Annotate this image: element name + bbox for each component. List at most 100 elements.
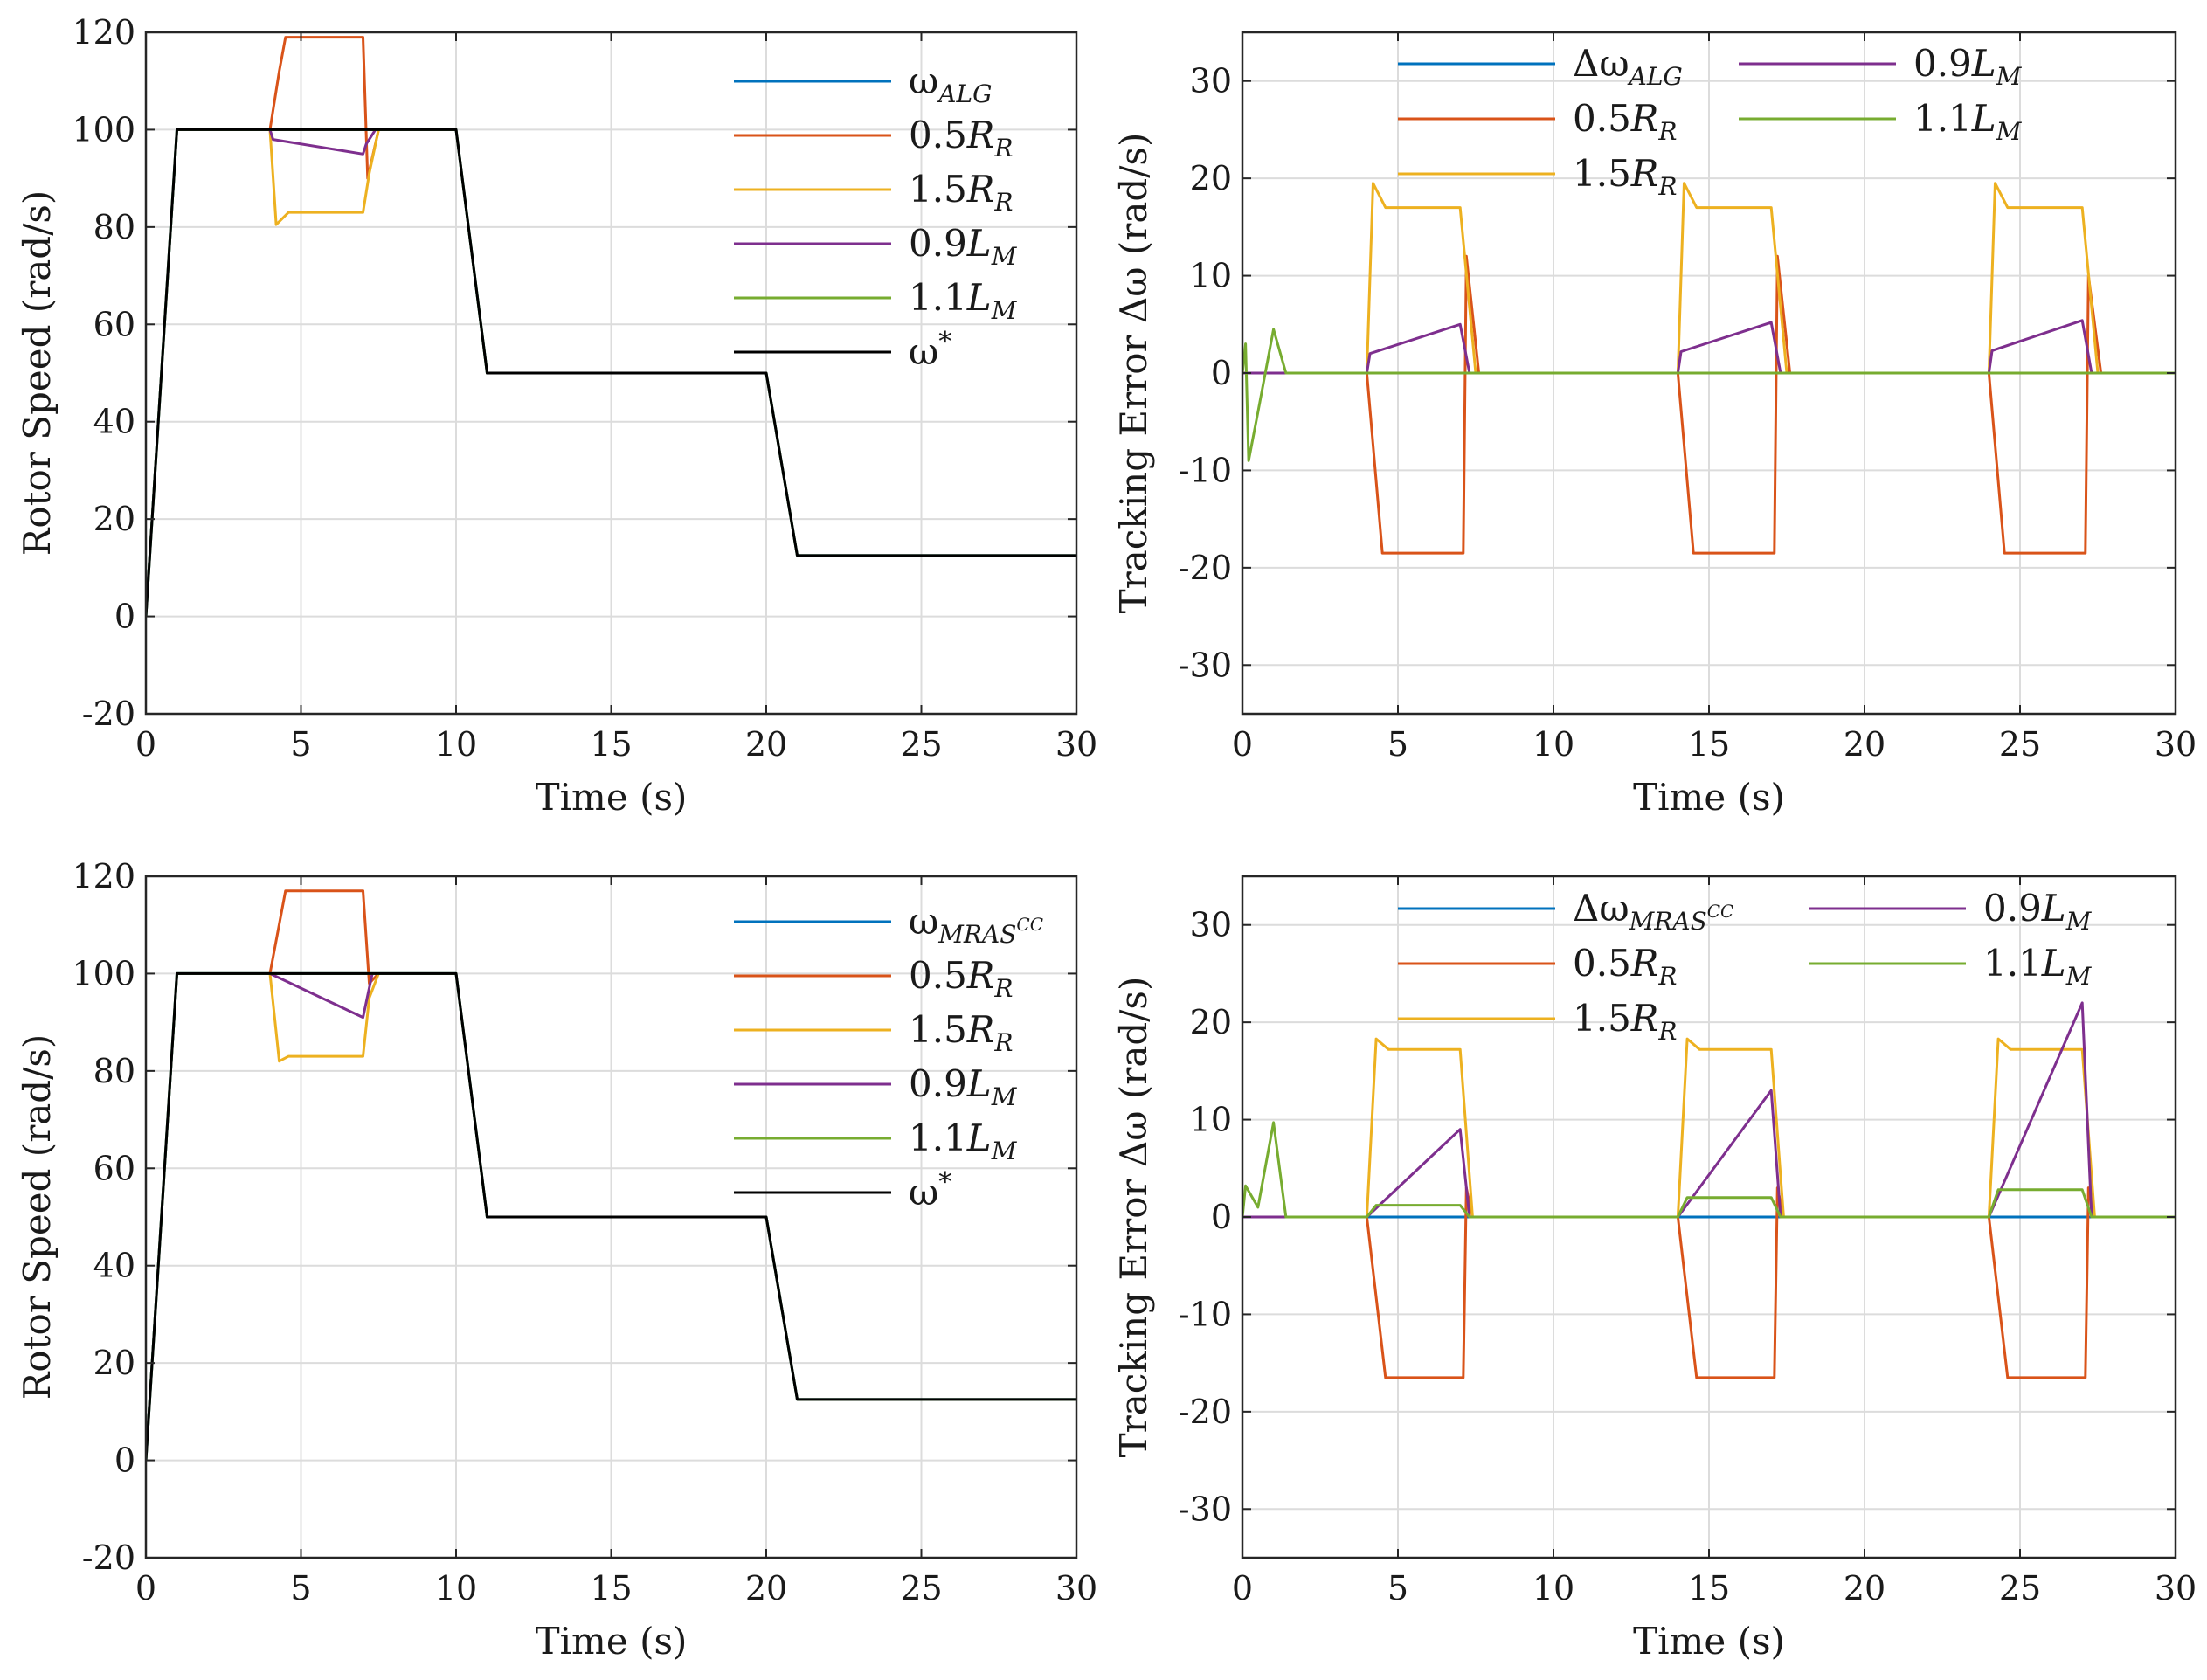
y-tick-label: 10 [1190, 1101, 1232, 1139]
legend-entry: 1.1LM [909, 276, 1018, 325]
x-tick-label: 15 [590, 725, 632, 764]
y-tick-label: 30 [1190, 906, 1232, 944]
series-line-3 [1242, 1001, 2176, 1219]
x-tick-label: 5 [1387, 725, 1408, 764]
y-tick-label: 10 [1190, 257, 1232, 295]
legend-entry: 1.1LM [1983, 942, 2093, 991]
x-tick-label: 15 [590, 1569, 632, 1607]
x-tick-label: 10 [1532, 725, 1574, 764]
y-tick-label: -30 [1179, 646, 1232, 684]
series-line-2 [1242, 1037, 2176, 1219]
x-tick-label: 0 [135, 1569, 156, 1607]
x-tick-label: 15 [1688, 725, 1730, 764]
y-tick-label: -20 [82, 1538, 135, 1577]
x-tick-label: 20 [745, 1569, 787, 1607]
legend-entry: ω* [909, 1167, 951, 1213]
series-line-1 [1242, 254, 2176, 555]
y-tick-label: -20 [1179, 549, 1232, 587]
y-tick-label: 60 [93, 1149, 135, 1187]
x-tick-label: 5 [290, 1569, 311, 1607]
series-line-1 [1242, 1186, 2176, 1379]
x-axis-label: Time (s) [1633, 776, 1785, 819]
y-tick-label: 100 [72, 110, 135, 149]
x-tick-label: 25 [900, 725, 942, 764]
series-line-4 [1242, 1121, 2176, 1219]
legend-entry: 0.5RR [909, 954, 1014, 1003]
y-tick-label: 0 [1211, 1198, 1232, 1236]
legend-entry: 0.5RR [909, 114, 1014, 162]
series-group [146, 36, 1076, 617]
y-tick-label: -10 [1179, 451, 1232, 489]
chart-error-alg: 0 5 10 15 20 25 30 -30 -20 -10 0 10 20 30 Time (s) Trac… [1112, 31, 2197, 819]
x-tick-label: 10 [435, 1569, 477, 1607]
x-tick-label: 30 [1055, 1569, 1097, 1607]
series-group [1242, 182, 2176, 555]
legend-entry: 0.9LM [1983, 887, 2093, 936]
x-tick-label: 15 [1688, 1569, 1730, 1607]
y-tick-label: -30 [1179, 1490, 1232, 1528]
y-axis-label: Tracking Error Δω (rad/s) [1112, 977, 1155, 1458]
x-tick-label: 25 [900, 1569, 942, 1607]
y-tick-label: 0 [114, 1441, 135, 1480]
series-line-5 [146, 971, 1076, 1461]
y-tick-label: 0 [114, 598, 135, 636]
series-line-1 [268, 36, 380, 180]
x-tick-label: 5 [1387, 1569, 1408, 1607]
series-line-2 [268, 972, 380, 1063]
series-group [1242, 1001, 2176, 1379]
x-tick-label: 30 [2155, 1569, 2197, 1607]
y-tick-label: 20 [93, 1344, 135, 1382]
series-group [146, 889, 1076, 1461]
legend-entry: 0.9LM [909, 222, 1018, 271]
y-tick-label: 120 [72, 13, 135, 52]
series-line-1 [268, 889, 380, 985]
x-tick-label: 5 [290, 725, 311, 764]
x-tick-label: 25 [1999, 1569, 2041, 1607]
legend-entry: 1.1LM [909, 1117, 1018, 1165]
legend-entry: ωMRASCC [909, 900, 1043, 949]
legend-entry: 0.5RR [1573, 97, 1678, 146]
legend: ΔωMRASCC 0.5RR 1.5RR 0.9LM 1.1LM [1398, 887, 2093, 1046]
legend-entry: 1.5RR [1573, 997, 1678, 1046]
y-tick-label: 20 [93, 500, 135, 538]
y-tick-label: 80 [93, 208, 135, 246]
legend-entry: ΔωMRASCC [1573, 887, 1733, 936]
x-axis-label: Time (s) [536, 1620, 688, 1663]
series-line-3 [1242, 319, 2176, 375]
y-axis-label: Rotor Speed (rad/s) [16, 190, 59, 557]
x-tick-label: 10 [1532, 1569, 1574, 1607]
series-line-3 [269, 972, 374, 1020]
legend-entry: ω* [909, 327, 951, 373]
x-tick-label: 20 [1844, 1569, 1885, 1607]
x-tick-label: 30 [1055, 725, 1097, 764]
legend-entry: 0.9LM [909, 1062, 1018, 1111]
series-line-2 [268, 129, 380, 226]
legend: ΔωALG 0.5RR 1.5RR 0.9LM 1.1LM [1398, 42, 2023, 201]
legend-entry: 0.5RR [1573, 942, 1678, 991]
y-tick-label: 100 [72, 954, 135, 992]
y-axis-label: Tracking Error Δω (rad/s) [1112, 133, 1155, 614]
legend-entry: 1.5RR [909, 168, 1014, 217]
x-tick-label: 0 [1232, 725, 1253, 764]
legend-entry: ωALG [909, 59, 992, 108]
y-tick-label: 40 [93, 1247, 135, 1285]
series-line-4 [1242, 328, 2176, 462]
y-tick-label: 20 [1190, 1003, 1232, 1041]
y-tick-label: 120 [72, 857, 135, 895]
x-axis-label: Time (s) [536, 776, 688, 819]
legend-entry: 0.9LM [1913, 42, 2023, 91]
legend-entry: 1.1LM [1913, 97, 2023, 146]
legend-entry: ΔωALG [1573, 42, 1683, 91]
chart-error-mras: 0 5 10 15 20 25 30 -30 -20 -10 0 10 20 30 Time (s) Trac… [1112, 875, 2197, 1663]
series-line-3 [268, 128, 377, 156]
x-tick-label: 30 [2155, 725, 2197, 764]
x-tick-label: 0 [1232, 1569, 1253, 1607]
y-tick-label: 80 [93, 1052, 135, 1090]
y-tick-label: -10 [1179, 1295, 1232, 1333]
y-tick-label: 0 [1211, 354, 1232, 392]
